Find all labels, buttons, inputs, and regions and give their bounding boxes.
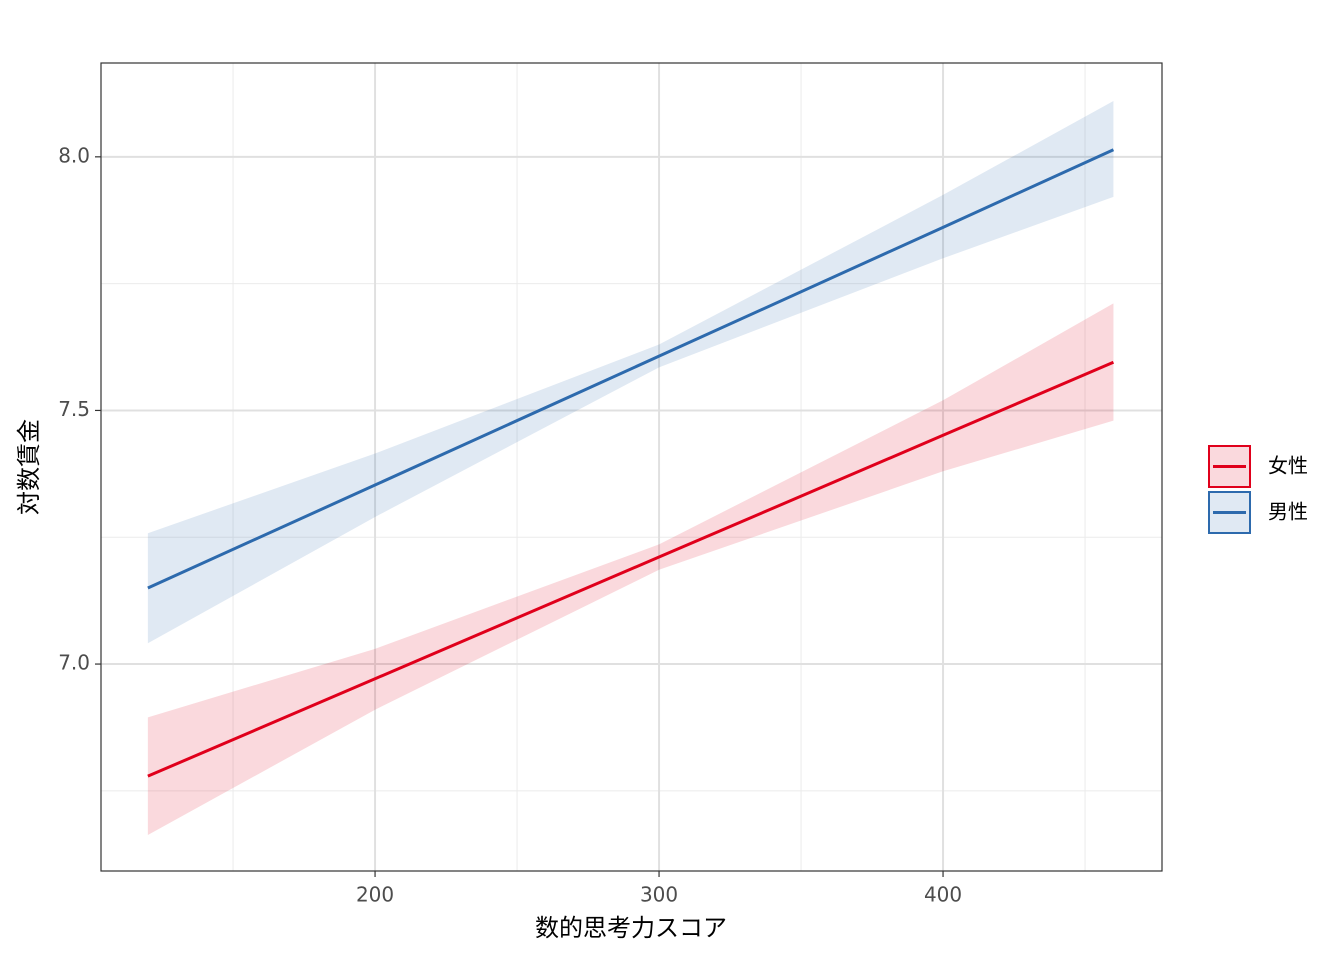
lines [147,148,1115,778]
trend-line [147,360,1115,778]
x-tick-label: 400 [924,883,962,907]
panel-border [100,62,1163,872]
y-tick-label: 7.0 [58,651,90,675]
x-axis-title: 数的思考力スコア [535,914,727,942]
trend-line [147,148,1115,590]
y-tick-label: 7.5 [58,397,90,421]
legend-label: 女性 [1268,454,1308,478]
ticks: 200 300 400 7.0 7.5 8.0 [58,143,962,906]
confidence-band [147,101,1114,644]
legend-label: 男性 [1268,500,1308,524]
grid [101,63,1162,871]
y-tick-label: 8.0 [58,143,90,167]
x-tick-label: 200 [356,883,394,907]
x-tick-label: 300 [640,883,678,907]
y-axis-title: 対数賃金 [15,419,43,515]
